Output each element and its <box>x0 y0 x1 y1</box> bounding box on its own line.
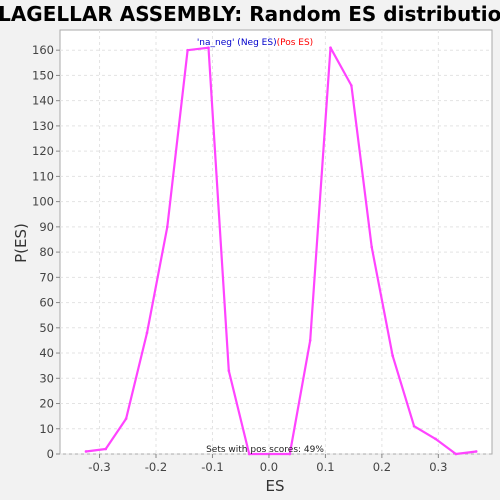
data-point <box>474 450 478 453</box>
y-tick-label: 110 <box>32 169 54 183</box>
series-layer <box>84 46 478 456</box>
data-point <box>370 245 374 249</box>
data-point <box>104 447 108 451</box>
x-tick-label: 0.0 <box>260 460 278 474</box>
pos-scores-annotation: Sets with pos scores: 49% <box>206 445 324 455</box>
x-tick-label: -0.2 <box>145 460 167 474</box>
y-tick-label: 90 <box>39 220 54 234</box>
grid <box>60 30 492 455</box>
plot-area <box>59 29 493 455</box>
x-axis: -0.3 -0.2 -0.1 0.0 0.1 0.2 0.3 <box>88 454 448 474</box>
y-tick-label: 80 <box>39 245 54 259</box>
y-tick-label: 120 <box>32 144 54 158</box>
data-point <box>84 450 88 453</box>
y-tick-label: 150 <box>32 68 54 82</box>
x-tick-label: 0.2 <box>373 460 391 474</box>
y-tick-label: 100 <box>32 195 54 209</box>
y-tick-label: 20 <box>39 397 54 411</box>
chart-title: FLAGELLAR ASSEMBLY: Random ES distributi… <box>0 2 500 26</box>
data-point <box>227 369 231 373</box>
legend-pos-entry: (Pos ES) <box>277 38 314 48</box>
data-point <box>434 437 437 441</box>
y-tick-label: 40 <box>39 346 54 360</box>
x-tick-label: -0.1 <box>201 460 223 474</box>
x-tick-label: 0.1 <box>316 460 334 474</box>
data-point <box>412 424 416 428</box>
data-point <box>329 46 332 49</box>
series-line <box>85 46 477 456</box>
x-axis-label: ES <box>266 477 285 495</box>
y-tick-label: 70 <box>39 270 54 284</box>
data-point <box>308 339 312 342</box>
y-tick-label: 50 <box>39 321 54 335</box>
data-point <box>350 84 353 87</box>
x-tick-label: -0.3 <box>88 460 110 474</box>
data-point <box>207 46 210 49</box>
y-tick-label: 30 <box>39 371 54 385</box>
y-tick-label: 130 <box>32 119 54 133</box>
y-axis-label: P(ES) <box>12 223 30 263</box>
y-tick-label: 10 <box>39 422 54 436</box>
legend: 'na_neg' (Neg ES)(Pos ES) <box>197 38 313 48</box>
y-tick-label: 140 <box>32 94 54 108</box>
data-point <box>247 452 251 456</box>
data-point <box>288 452 292 456</box>
y-tick-label: 0 <box>47 447 54 461</box>
data-point <box>454 452 458 456</box>
y-tick-label: 60 <box>39 296 54 310</box>
x-tick-label: 0.3 <box>429 460 447 474</box>
data-point <box>391 354 394 357</box>
legend-neg-entry: 'na_neg' (Neg ES) <box>197 38 277 48</box>
y-tick-label: 160 <box>32 43 54 57</box>
data-point <box>145 331 149 335</box>
y-axis: 0 10 20 30 40 50 60 70 80 90 100 110 120 130 140 150 160 <box>32 43 60 461</box>
data-point <box>124 417 128 420</box>
data-point <box>165 225 169 229</box>
data-point <box>186 48 189 52</box>
